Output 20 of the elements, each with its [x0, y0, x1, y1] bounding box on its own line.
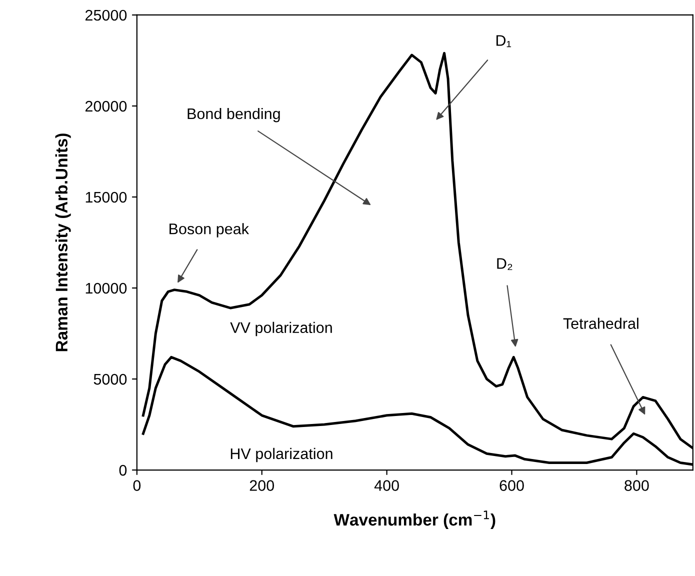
x-tick-label: 600: [500, 480, 524, 491]
x-tick-label: 200: [250, 480, 274, 491]
y-tick-label: 10000: [86, 282, 127, 294]
annotation: D₁: [496, 35, 512, 48]
x-axis-title: Wavenumber (cm$^{−1}$): [334, 510, 496, 529]
annotation: D₂: [497, 258, 512, 270]
y-axis-title: Raman Intensity (Arb.Units): [55, 134, 71, 352]
y-tick-label: 5000: [94, 374, 127, 385]
annotation: Boson peak: [170, 223, 250, 238]
y-tick-label: 20000: [85, 100, 127, 112]
y-tick-label: 25000: [85, 10, 127, 21]
annotation: Bond bending: [188, 108, 280, 122]
series-label: VV polarization: [230, 322, 332, 336]
y-tick-label: 0: [119, 464, 127, 476]
x-tick-label: 400: [374, 480, 399, 491]
annotation: Tetrahedral: [563, 318, 638, 329]
series-label: HV polarization: [230, 448, 332, 462]
x-tick-label: 800: [624, 480, 649, 491]
y-tick-label: 15000: [86, 192, 127, 203]
x-tick-label: 0: [133, 480, 141, 491]
